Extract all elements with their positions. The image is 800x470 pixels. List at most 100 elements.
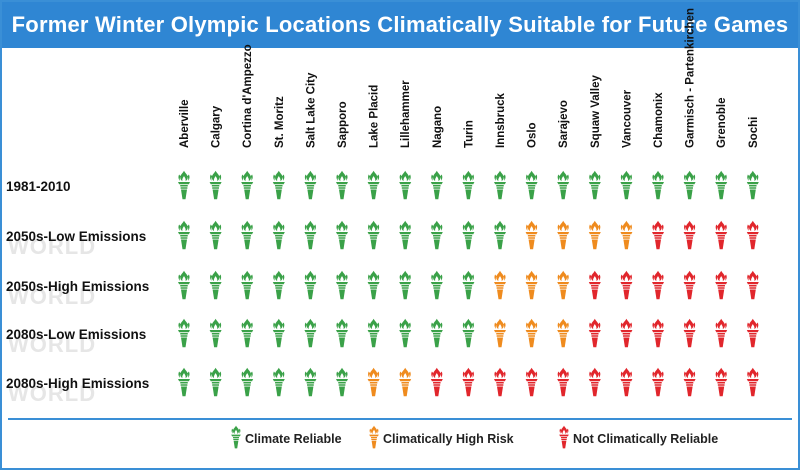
torch-icon-reliable <box>525 170 538 200</box>
legend-label: Not Climatically Reliable <box>573 432 718 446</box>
torch-icon-reliable <box>178 367 190 397</box>
torch-icon-reliable <box>588 170 601 200</box>
torch-icon-not-reliable <box>588 318 601 348</box>
torch-icon-not-reliable <box>557 367 570 397</box>
column-label: Lillehammer <box>400 80 412 148</box>
column-label: Innsbruck <box>495 92 507 148</box>
torch-icon-reliable <box>272 170 285 200</box>
torch-icon-high-risk <box>620 220 633 250</box>
legend-divider <box>8 418 792 420</box>
torch-icon-not-reliable <box>746 270 759 300</box>
torch-icon-not-reliable <box>746 220 759 250</box>
torch-icon-high-risk <box>494 318 506 348</box>
torch-icon-reliable <box>178 318 190 348</box>
column-label: Squaw Valley <box>590 75 602 148</box>
torch-icon-high-risk <box>367 367 380 397</box>
torch-icon-reliable <box>683 170 696 200</box>
torch-icon-reliable <box>272 367 285 397</box>
torch-icon-reliable <box>494 220 506 250</box>
torch-icon-reliable <box>304 220 317 250</box>
row-label: 2050s-High Emissions <box>6 279 149 294</box>
torch-icon-reliable <box>367 318 380 348</box>
torch-icon-reliable <box>304 367 317 397</box>
row-label: 2080s-High Emissions <box>6 376 149 391</box>
torch-icon-reliable <box>241 367 254 397</box>
torch-icon-reliable <box>272 220 285 250</box>
torch-icon-reliable <box>715 170 728 200</box>
torch-icon-not-reliable <box>525 367 538 397</box>
column-label: Turin <box>463 120 475 148</box>
chart-title: Former Winter Olympic Locations Climatic… <box>2 2 798 48</box>
torch-icon-high-risk <box>525 270 538 300</box>
torch-icon-reliable <box>462 170 475 200</box>
torch-icon-not-reliable <box>715 270 728 300</box>
column-label: Cortina d'Ampezzo <box>242 44 254 148</box>
column-label: Sarajevo <box>558 100 570 148</box>
column-label: Grenoble <box>716 98 728 148</box>
column-label: Nagano <box>432 106 444 148</box>
torch-icon-high-risk <box>557 220 570 250</box>
watermark-layer: WORLD WORLD WORLD WORLD <box>8 234 96 406</box>
torch-icon-reliable <box>336 270 348 300</box>
torch-icon-reliable <box>241 170 254 200</box>
torch-icon-reliable <box>620 170 633 200</box>
torch-icon-not-reliable <box>494 367 506 397</box>
torch-icon-reliable <box>652 170 664 200</box>
torch-icon-high-risk <box>525 220 538 250</box>
torch-icon-not-reliable <box>462 367 475 397</box>
legend-torch-icon <box>559 425 569 449</box>
torch-icon-reliable <box>304 270 317 300</box>
watermark-text: WORLD <box>8 332 96 357</box>
torch-icon-not-reliable <box>715 367 728 397</box>
row-labels: 1981-2010 2050s-Low Emissions 2050s-High E… <box>6 179 149 391</box>
torch-icon-reliable <box>367 220 380 250</box>
torch-icon-high-risk <box>557 270 570 300</box>
column-label: Calgary <box>211 105 223 148</box>
torch-icon-reliable <box>209 367 222 397</box>
torch-icon-reliable <box>272 318 285 348</box>
torch-icon-high-risk <box>494 270 506 300</box>
torch-icon-not-reliable <box>652 318 664 348</box>
torch-icon-not-reliable <box>620 367 633 397</box>
torch-icon-not-reliable <box>746 367 759 397</box>
torch-icon-reliable <box>430 170 443 200</box>
torch-icon-reliable <box>241 220 254 250</box>
torch-icon-reliable <box>304 318 317 348</box>
torch-icon-not-reliable <box>683 318 696 348</box>
torch-icon-high-risk <box>588 220 601 250</box>
torch-icon-not-reliable <box>652 367 664 397</box>
torch-icon-reliable <box>430 270 443 300</box>
torch-icon-not-reliable <box>683 220 696 250</box>
column-label: Oslo <box>527 122 539 148</box>
row-label: 2080s-Low Emissions <box>6 327 146 342</box>
torch-icon-high-risk <box>557 318 570 348</box>
legend: Climate Reliable Climatically High Risk No… <box>231 425 718 449</box>
torch-icon-reliable <box>367 270 380 300</box>
watermark-text: WORLD <box>8 284 96 309</box>
torch-grid <box>178 170 759 397</box>
torch-icon-reliable <box>430 220 443 250</box>
torch-icon-reliable <box>557 170 570 200</box>
column-labels: Aberville Calgary Cortina d'Ampezzo St. Mor… <box>179 8 760 148</box>
torch-icon-not-reliable <box>652 270 664 300</box>
torch-icon-reliable <box>241 318 254 348</box>
torch-icon-not-reliable <box>620 270 633 300</box>
row-label: 2050s-Low Emissions <box>6 229 146 244</box>
torch-icon-reliable <box>178 220 190 250</box>
torch-icon-reliable <box>462 220 475 250</box>
legend-label: Climate Reliable <box>245 432 342 446</box>
torch-icon-reliable <box>399 170 412 200</box>
torch-icon-not-reliable <box>683 270 696 300</box>
torch-icon-not-reliable <box>746 318 759 348</box>
torch-icon-reliable <box>178 170 190 200</box>
legend-label: Climatically High Risk <box>383 432 514 446</box>
torch-icon-high-risk <box>399 367 412 397</box>
torch-icon-reliable <box>209 170 222 200</box>
torch-icon-reliable <box>399 318 412 348</box>
torch-icon-reliable <box>494 170 506 200</box>
torch-icon-not-reliable <box>588 367 601 397</box>
watermark-text: WORLD <box>8 234 96 259</box>
torch-icon-reliable <box>399 270 412 300</box>
column-label: Salt Lake City <box>305 72 317 148</box>
